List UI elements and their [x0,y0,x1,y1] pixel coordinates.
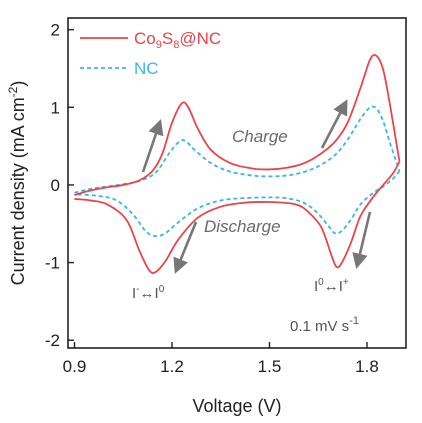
y-tick-label: -2 [45,331,60,350]
plot-frame [67,17,407,349]
arrow-discharge-left [173,221,198,274]
annotation-scan-rate: 0.1 mV s-1 [290,315,359,335]
series-line-nc-charge [74,105,401,194]
x-tick-label: 1.8 [355,357,379,376]
annotation-redox-left: I-↔I0 [132,284,165,302]
x-tick-label: 0.9 [63,357,87,376]
x-tick-label: 1.5 [258,357,282,376]
annotation-discharge: Discharge [204,217,281,236]
x-tick-label: 1.2 [160,357,184,376]
series-line-co9s8-nc-charge [74,53,401,196]
y-tick-label: 0 [51,176,60,195]
annotation-redox-right: I0↔I+ [314,277,349,295]
x-axis-label: Voltage (V) [192,396,281,416]
legend: Co9S8@NC NC [80,29,221,78]
legend-label-nc: NC [134,59,159,78]
arrow-discharge-right [352,211,372,270]
x-axis-ticks: 0.9 1.2 1.5 1.8 [63,342,379,376]
y-tick-label: -1 [45,254,60,273]
arrow-charge-right [320,99,348,149]
legend-label-co9s8-nc: Co9S8@NC [134,29,221,51]
series-line-nc-discharge [74,170,401,238]
y-axis-ticks: 2 1 0 -1 -2 [45,21,74,350]
series-line-co9s8-nc-discharge [74,161,401,274]
annotation-charge: Charge [232,127,288,146]
y-tick-label: 2 [51,21,60,40]
y-axis-label: Current density (mA cm-2) [6,81,28,286]
arrow-charge-left [141,119,164,173]
series-layer [74,53,401,274]
y-tick-label: 1 [51,98,60,117]
